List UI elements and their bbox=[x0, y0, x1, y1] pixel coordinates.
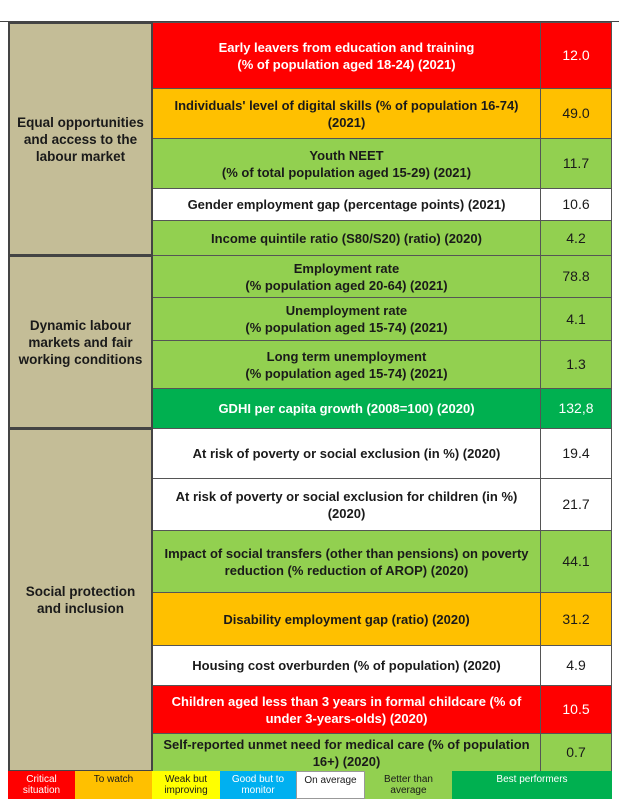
group-label: Dynamic labour markets and fair working … bbox=[8, 255, 153, 429]
group-label: Equal opportunities and access to the la… bbox=[8, 22, 153, 256]
indicator: Housing cost overburden (% of population… bbox=[152, 645, 541, 686]
value: 10.5 bbox=[540, 685, 612, 734]
value: 4.2 bbox=[540, 220, 612, 256]
indicator: At risk of poverty or social exclusion f… bbox=[152, 478, 541, 531]
indicator: At risk of poverty or social exclusion (… bbox=[152, 428, 541, 479]
indicator: Children aged less than 3 years in forma… bbox=[152, 685, 541, 734]
value: 10.6 bbox=[540, 188, 612, 221]
value: 11.7 bbox=[540, 138, 612, 189]
indicator: Individuals' level of digital skills (% … bbox=[152, 88, 541, 139]
indicator: GDHI per capita growth (2008=100) (2020) bbox=[152, 388, 541, 429]
value: 0.7 bbox=[540, 733, 612, 772]
value: 132,8 bbox=[540, 388, 612, 429]
value: 21.7 bbox=[540, 478, 612, 531]
value: 1.3 bbox=[540, 340, 612, 389]
value: 44.1 bbox=[540, 530, 612, 593]
group-label: Social protection and inclusion bbox=[8, 428, 153, 772]
header-rule bbox=[0, 21, 619, 22]
value: 12.0 bbox=[540, 22, 612, 89]
value: 78.8 bbox=[540, 255, 612, 298]
indicator: Disability employment gap (ratio) (2020) bbox=[152, 592, 541, 646]
legend-item: Best performers bbox=[452, 771, 612, 799]
legend-item: Better than average bbox=[365, 771, 452, 799]
indicator: Self-reported unmet need for medical car… bbox=[152, 733, 541, 772]
legend-item: On average bbox=[296, 771, 365, 799]
indicator: Youth NEET (% of total population aged 1… bbox=[152, 138, 541, 189]
value: 19.4 bbox=[540, 428, 612, 479]
indicator: Early leavers from education and trainin… bbox=[152, 22, 541, 89]
value: 31.2 bbox=[540, 592, 612, 646]
legend-item: Good but to monitor bbox=[220, 771, 296, 799]
legend-item: Weak but improving bbox=[152, 771, 220, 799]
indicator: Unemployment rate (% population aged 15-… bbox=[152, 297, 541, 341]
indicator: Income quintile ratio (S80/S20) (ratio) … bbox=[152, 220, 541, 256]
indicator: Long term unemployment (% population age… bbox=[152, 340, 541, 389]
indicator: Gender employment gap (percentage points… bbox=[152, 188, 541, 221]
legend-item: Critical situation bbox=[8, 771, 75, 799]
indicator: Employment rate (% population aged 20-64… bbox=[152, 255, 541, 298]
value: 4.1 bbox=[540, 297, 612, 341]
indicator: Impact of social transfers (other than p… bbox=[152, 530, 541, 593]
legend-item: To watch bbox=[75, 771, 152, 799]
value: 4.9 bbox=[540, 645, 612, 686]
value: 49.0 bbox=[540, 88, 612, 139]
